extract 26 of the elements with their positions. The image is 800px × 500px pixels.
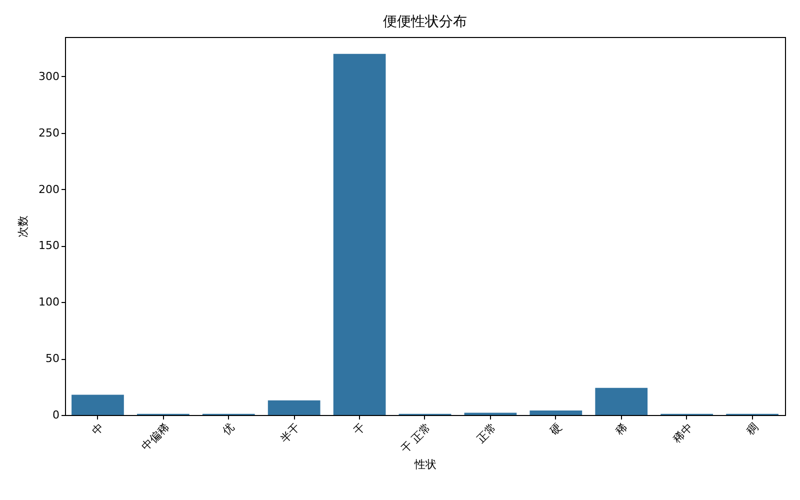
- x-tick-label: 稠: [744, 420, 761, 438]
- y-tick-label: 100: [38, 296, 60, 309]
- bar: [595, 388, 648, 415]
- y-tick-label: 200: [38, 182, 60, 196]
- y-tick-label: 150: [38, 239, 60, 252]
- y-tick-label: 300: [38, 70, 60, 83]
- bar: [530, 410, 582, 415]
- chart-title: 便便性状分布: [383, 14, 467, 30]
- bar: [72, 394, 124, 415]
- x-tick-label: 稀中: [670, 420, 696, 446]
- x-tick-label: 干: [351, 420, 368, 438]
- x-tick-label: 中偏稀: [139, 420, 172, 454]
- y-axis-title: 次数: [16, 216, 30, 238]
- y-tick-label: 0: [52, 408, 60, 422]
- x-tick-label: 稀: [612, 420, 630, 438]
- bar: [333, 54, 386, 415]
- x-tick-label: 硬: [547, 420, 564, 438]
- y-tick-label: 50: [46, 352, 60, 366]
- x-tick-label: 正常: [474, 420, 499, 446]
- x-tick-label: 半干: [278, 420, 303, 446]
- x-tick-label: 优: [220, 420, 238, 438]
- y-tick-label: 250: [38, 126, 60, 140]
- x-axis-title: 性状: [414, 458, 436, 472]
- x-tick-label: 干 正常: [398, 420, 434, 456]
- bar: [268, 400, 320, 415]
- x-tick-label: 中: [89, 420, 106, 438]
